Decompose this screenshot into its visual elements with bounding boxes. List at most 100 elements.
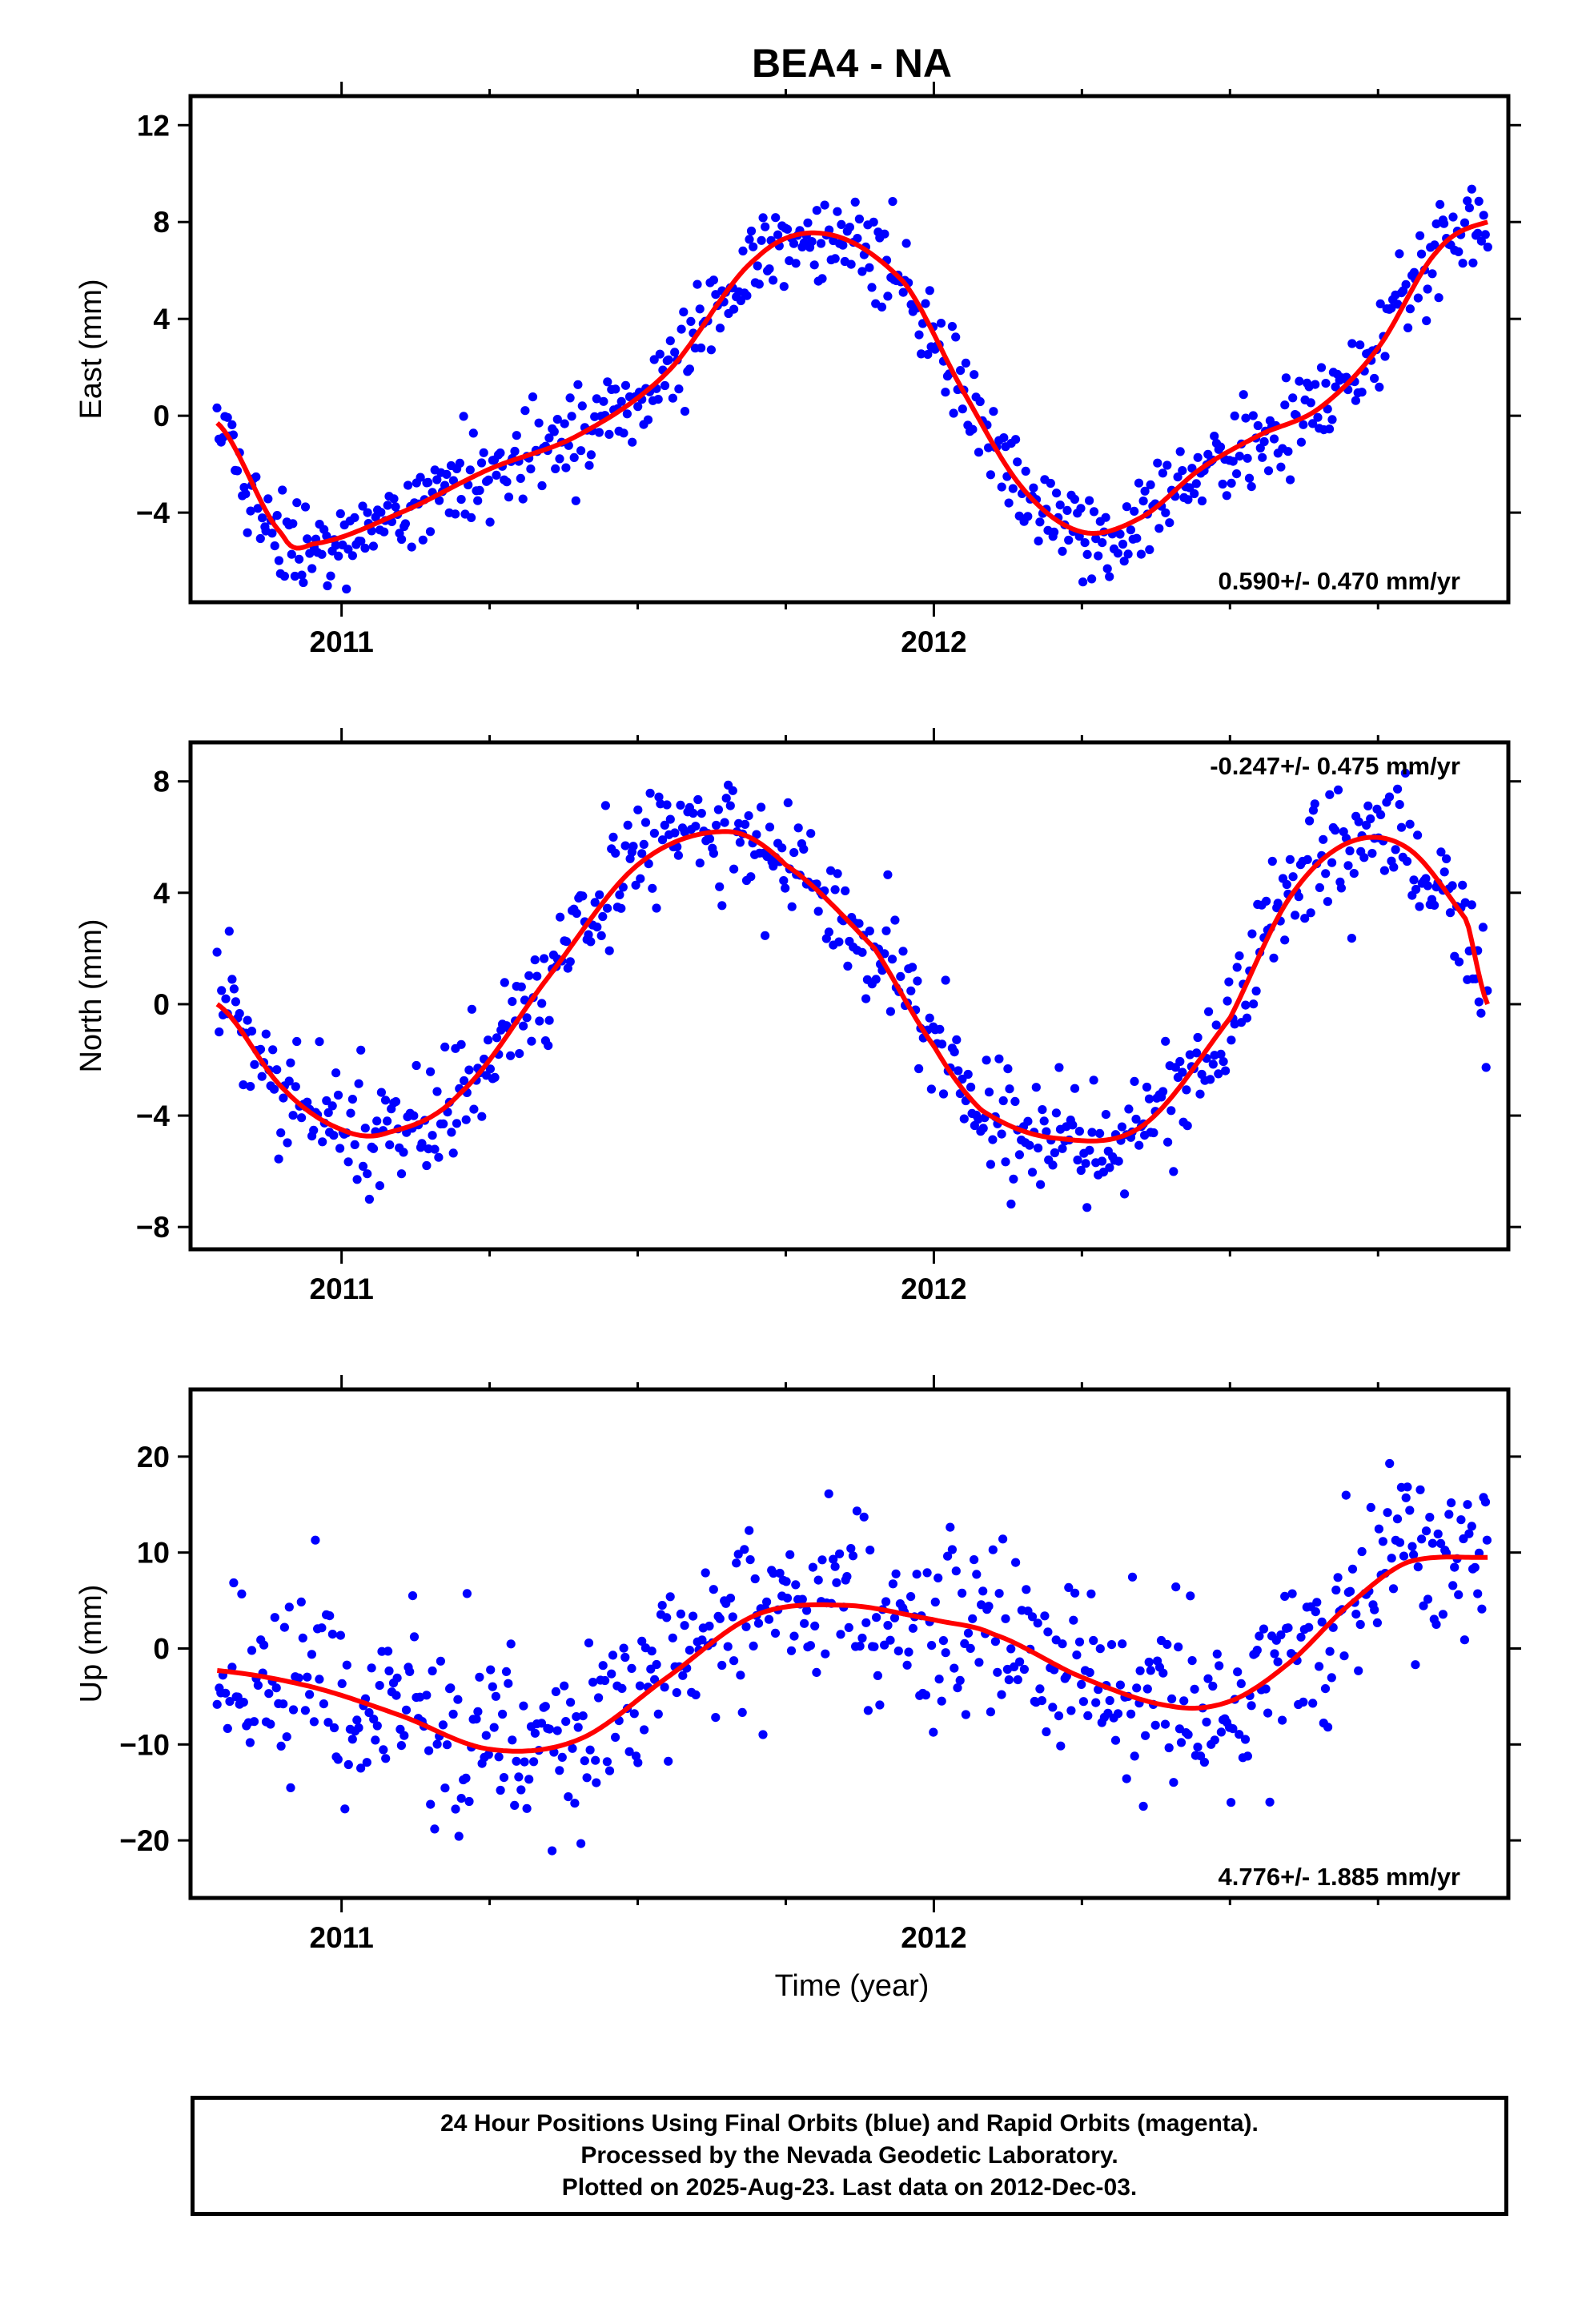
up-point	[223, 1723, 232, 1733]
east-point	[1380, 352, 1390, 361]
north-point	[1089, 1076, 1098, 1085]
north-point	[604, 946, 614, 955]
up-point	[564, 1792, 573, 1802]
east-point	[746, 226, 757, 236]
north-point	[636, 874, 645, 883]
east-point	[232, 466, 243, 476]
up-point	[750, 1574, 760, 1584]
up-point	[769, 1568, 778, 1578]
north-point	[689, 808, 698, 818]
east-point	[1316, 363, 1327, 372]
up-point	[711, 1713, 721, 1723]
up-point	[1022, 1585, 1031, 1594]
north-point	[274, 1154, 283, 1164]
east-point	[1409, 267, 1419, 277]
up-point	[430, 1824, 440, 1834]
east-point	[765, 264, 774, 274]
north-point	[717, 901, 727, 911]
north-point	[1319, 834, 1328, 844]
north-point	[1442, 854, 1452, 863]
north-point	[1221, 1066, 1231, 1076]
north-ytick-label: −8	[136, 1211, 170, 1244]
north-point	[343, 1157, 353, 1167]
east-point	[941, 388, 950, 397]
up-point	[902, 1660, 912, 1670]
up-point	[1423, 1594, 1433, 1604]
north-point	[695, 858, 705, 868]
north-point	[1175, 1056, 1185, 1067]
north-point	[644, 859, 653, 869]
east-point	[1130, 506, 1139, 517]
up-point	[1141, 1731, 1150, 1740]
up-point	[1126, 1709, 1136, 1719]
up-point	[367, 1663, 376, 1673]
up-point	[1287, 1589, 1297, 1598]
north-point	[250, 1059, 259, 1069]
north-point	[598, 911, 608, 922]
east-point	[1288, 393, 1298, 403]
north-point	[1178, 1068, 1187, 1077]
east-point	[376, 508, 386, 517]
east-point	[1227, 478, 1236, 489]
up-point	[602, 1757, 612, 1767]
east-point	[968, 424, 978, 434]
east-point	[1078, 577, 1088, 587]
up-point	[608, 1651, 618, 1660]
east-point	[1126, 525, 1135, 535]
east-point	[1146, 480, 1155, 490]
east-point	[1263, 466, 1274, 476]
north-point	[963, 1069, 973, 1080]
north-point	[1305, 816, 1315, 826]
north-point	[1389, 862, 1399, 872]
east-point	[303, 534, 312, 544]
east-point	[456, 495, 466, 505]
north-point	[783, 798, 793, 808]
footer-line-3: Plotted on 2025-Aug-23. Last data on 201…	[561, 2174, 1138, 2201]
up-frame	[188, 1387, 1511, 1900]
east-point	[1483, 242, 1492, 252]
up-point	[335, 1630, 345, 1640]
up-point	[524, 1775, 534, 1784]
east-point	[1248, 411, 1258, 420]
east-panel: −4 0 4 8 12 2011 2012 East (mm) 0.590+/- 0.470 m…	[74, 82, 1521, 658]
north-point	[777, 843, 787, 853]
up-point	[1106, 1640, 1117, 1650]
north-point	[1315, 883, 1324, 892]
east-point	[212, 403, 222, 412]
up-point	[1037, 1696, 1046, 1706]
east-point	[1258, 452, 1267, 462]
north-point	[715, 882, 725, 891]
up-point	[1448, 1581, 1458, 1590]
up-point	[680, 1621, 689, 1630]
up-point	[1004, 1675, 1014, 1685]
north-point	[1310, 799, 1319, 809]
east-point	[616, 396, 626, 406]
up-point	[960, 1638, 970, 1648]
up-point	[1187, 1656, 1197, 1666]
up-point	[225, 1697, 235, 1707]
east-point	[1306, 398, 1315, 408]
up-point	[1144, 1657, 1154, 1667]
up-point	[1467, 1522, 1476, 1531]
east-point	[867, 283, 877, 292]
north-ytick-label: 4	[153, 877, 170, 910]
up-point	[968, 1614, 978, 1623]
up-point	[540, 1702, 550, 1711]
north-point	[1384, 792, 1395, 802]
up-point	[356, 1763, 366, 1773]
north-point	[938, 1039, 947, 1049]
east-point	[1422, 316, 1431, 326]
east-point	[1415, 231, 1425, 240]
north-point	[331, 1068, 341, 1078]
up-point	[633, 1758, 643, 1767]
north-point	[335, 1144, 345, 1153]
up-point	[1132, 1683, 1142, 1693]
north-point	[631, 880, 640, 890]
up-point	[1235, 1730, 1244, 1739]
north-point	[913, 976, 922, 986]
east-ylabel: East (mm)	[74, 279, 108, 419]
north-point	[412, 1060, 421, 1071]
up-point	[343, 1759, 353, 1770]
up-point	[1070, 1588, 1080, 1598]
east-point	[1136, 549, 1146, 559]
